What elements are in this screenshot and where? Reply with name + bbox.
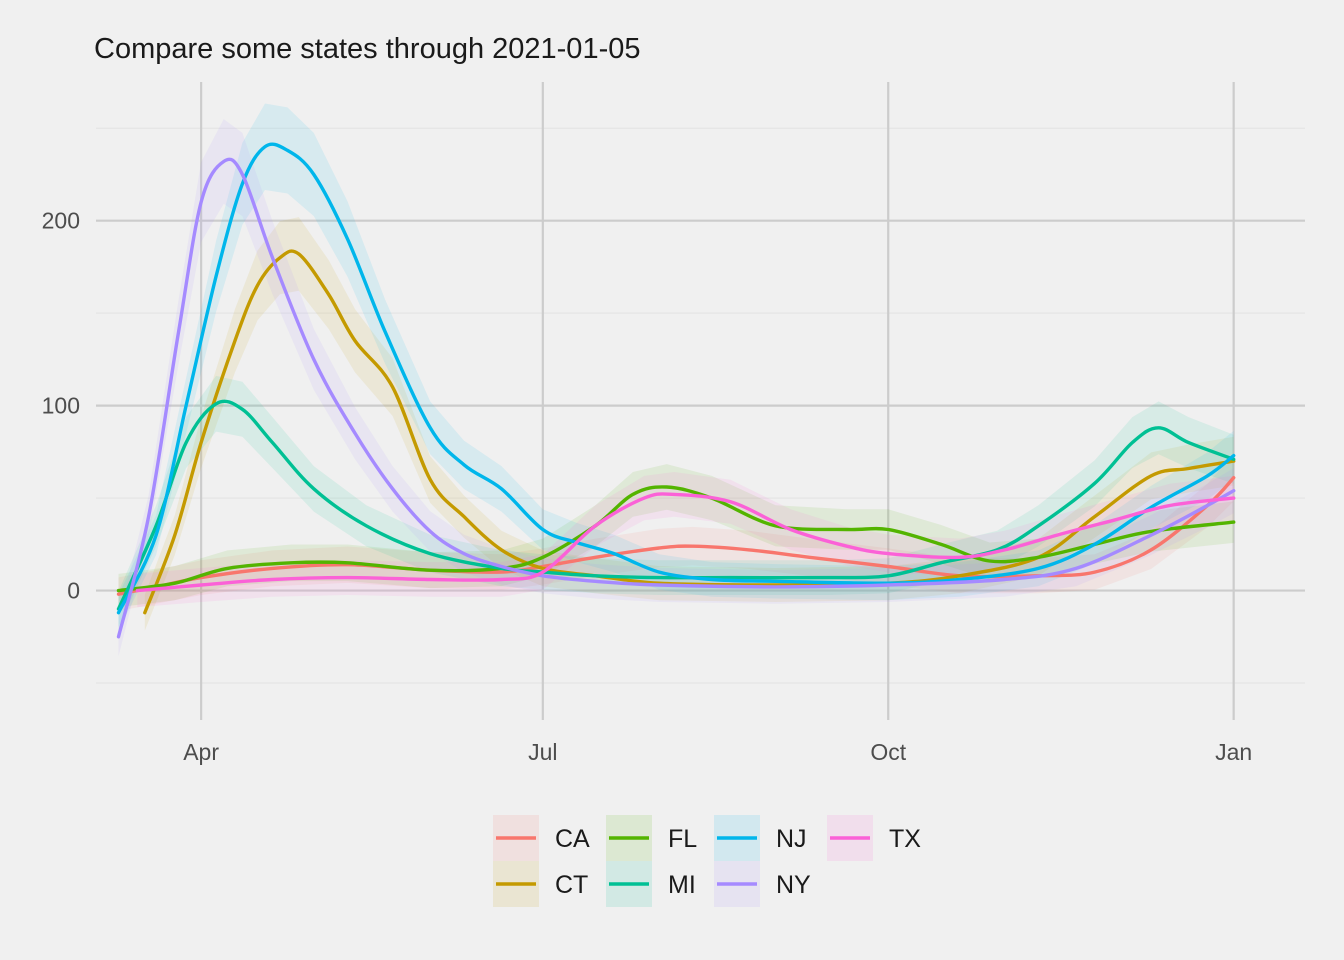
y-axis-ticks: 0 100 200 [42, 208, 80, 604]
series-line-fl [116, 485, 1236, 593]
legend-item-ca: CA [493, 815, 590, 861]
legend-item-mi: MI [606, 861, 696, 907]
legend-label: NY [776, 871, 811, 899]
legend-item-ct: CT [493, 861, 588, 907]
band-mi [118, 375, 1234, 627]
band-fl [118, 464, 1234, 608]
series-line-ca [116, 476, 1236, 596]
series-line-ny [116, 157, 1236, 639]
band-tx [137, 472, 1234, 608]
y-tick-label: 200 [42, 208, 80, 234]
series-line-tx [135, 492, 1236, 593]
y-tick-label: 0 [67, 578, 80, 604]
x-tick-label: Jan [1215, 739, 1252, 765]
legend-label: TX [889, 825, 921, 853]
x-tick-label: Jul [528, 739, 557, 765]
legend: CA CT FL MI NJ NY TX [493, 815, 921, 907]
series-lines [116, 142, 1236, 639]
band-ca [118, 454, 1234, 612]
legend-label: MI [668, 871, 696, 899]
confidence-bands [118, 103, 1234, 657]
band-ny [118, 119, 1234, 657]
legend-label: FL [668, 825, 697, 853]
series-line-nj [116, 142, 1236, 615]
legend-label: NJ [776, 825, 807, 853]
x-tick-label: Oct [870, 739, 906, 765]
gridlines [96, 82, 1305, 720]
x-axis-ticks: Apr Jul Oct Jan [183, 739, 1252, 765]
legend-label: CT [555, 871, 588, 899]
x-tick-label: Apr [183, 739, 219, 765]
legend-item-nj: NJ [714, 815, 807, 861]
legend-item-tx: TX [827, 815, 921, 861]
legend-label: CA [555, 825, 590, 853]
chart-title: Compare some states through 2021-01-05 [94, 33, 641, 65]
y-tick-label: 100 [42, 393, 80, 419]
legend-item-fl: FL [606, 815, 697, 861]
legend-item-ny: NY [714, 861, 811, 907]
series-line-mi [116, 399, 1236, 611]
